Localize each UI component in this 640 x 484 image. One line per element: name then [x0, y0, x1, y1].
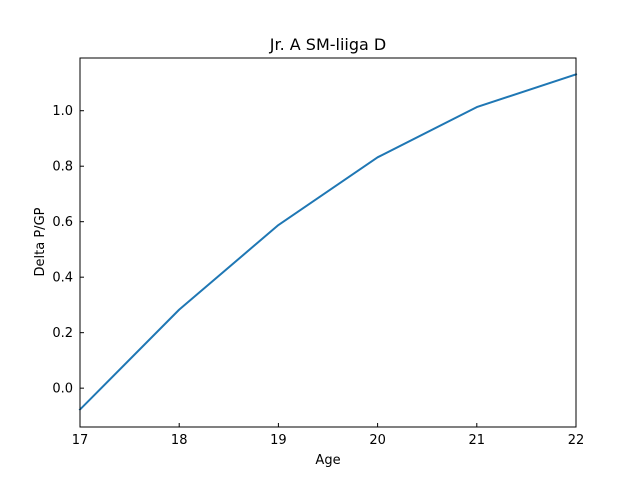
x-axis-label: Age [315, 453, 340, 468]
chart-title: Jr. A SM-liiga D [269, 35, 386, 54]
y-tick-label: 0.0 [52, 382, 73, 397]
y-tick-label: 1.0 [52, 104, 73, 119]
x-tick-label: 19 [270, 433, 287, 448]
y-axis-ticks: 0.0 0.2 0.4 0.6 0.8 1.0 [52, 104, 84, 397]
x-tick-label: 18 [171, 433, 188, 448]
plot-area [78, 57, 578, 428]
plot-frame [79, 57, 577, 428]
y-tick-label: 0.6 [52, 215, 73, 230]
x-tick-label: 22 [568, 433, 585, 448]
series-line-0 [78, 73, 578, 411]
x-tick-label: 21 [469, 433, 486, 448]
y-tick-label: 0.2 [52, 326, 73, 341]
y-tick-label: 0.4 [52, 271, 73, 286]
x-axis-ticks: 17 18 19 20 21 22 [72, 423, 585, 448]
y-tick-label: 0.8 [52, 160, 73, 175]
y-axis-label: Delta P/GP [33, 207, 48, 276]
x-tick-label: 20 [369, 433, 386, 448]
x-tick-label: 17 [72, 433, 89, 448]
